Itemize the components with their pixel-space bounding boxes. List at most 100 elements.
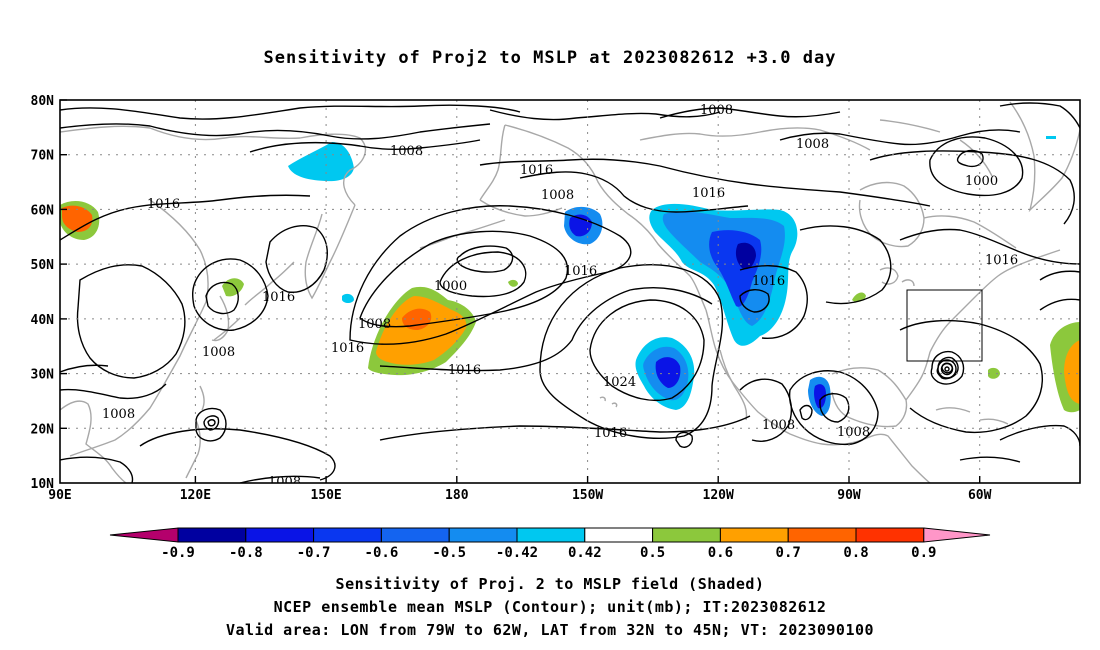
coastline-us-east [929, 249, 1061, 353]
contour-1008-north [659, 107, 841, 119]
shade-blue-bering [342, 293, 354, 303]
lat-label: 60N [31, 203, 55, 218]
contour-atlantic-hurricane [930, 350, 965, 385]
coastline-north-america-west [705, 309, 823, 445]
coastline-hudson [858, 181, 925, 248]
colorbar: -0.9 -0.8 -0.7 -0.6 -0.5 -0.42 0.42 0.5 … [109, 527, 991, 561]
contour-1016-e-inner [739, 289, 770, 313]
contour-1000-ne-inner [956, 149, 984, 168]
colorbar-min-triangle [109, 527, 179, 543]
contour-label: 1008 [202, 345, 235, 360]
coastline-baja [719, 349, 748, 421]
contour-label: 1008 [541, 188, 574, 203]
contour-1016-ena [899, 228, 1080, 265]
contour-asia-south-1008 [60, 364, 167, 400]
map-panel: 1008 1008 1008 1016 1008 1016 1000 1016 … [60, 100, 1080, 490]
contour-label: 1008 [796, 137, 829, 152]
contour-label: 1016 [752, 274, 785, 289]
coastline-taiwan-philippines [185, 385, 205, 479]
contour-north-1 [60, 104, 521, 120]
lat-label: 20N [31, 422, 55, 437]
colorbar-labels: -0.9 -0.8 -0.7 -0.6 -0.5 -0.42 0.42 0.5 … [161, 545, 936, 561]
contour-asia-japan-1008 [205, 281, 239, 315]
contour-label: 1000 [434, 279, 467, 294]
lon-label: 120E [180, 488, 211, 503]
lon-label: 60W [968, 488, 992, 503]
lat-labels: 80N 70N 60N 50N 40N 30N 20N 10N [31, 94, 55, 492]
colorbar-bin [855, 527, 925, 543]
colorbar-bin [652, 527, 721, 543]
caption-contour: NCEP ensemble mean MSLP (Contour); unit(… [273, 598, 827, 616]
coastline-central-america [821, 433, 931, 483]
contour-label: 1008 [700, 103, 733, 118]
hurricane-ring-outer [937, 359, 957, 379]
contour-1016-nc [479, 158, 931, 207]
lon-label: 120W [703, 488, 734, 503]
contour-label: 1016 [564, 264, 597, 279]
contour-aleutian-1016 [349, 205, 632, 345]
map-title: Sensitivity of Proj2 to MSLP at 20230826… [263, 48, 837, 68]
colorbar-label: -0.9 [161, 545, 195, 561]
lat-label: 80N [31, 94, 55, 109]
contour-typhoon-inner [203, 415, 220, 431]
lon-label: 90W [837, 488, 861, 503]
contour-aleutian-1008 [359, 230, 569, 328]
colorbar-max-triangle [923, 527, 991, 543]
caption-valid-area: Valid area: LON from 79W to 62W, LAT fro… [225, 621, 875, 639]
hurricane-ring-mid [940, 362, 954, 376]
contour-atlantic-se [959, 424, 1080, 463]
contour-1008-gulf [788, 370, 879, 446]
contour-label: 1016 [594, 426, 627, 441]
coastline-east-asia [69, 199, 209, 457]
shade-mexico-blue-core [814, 384, 826, 409]
coastline-arctic-canada [639, 119, 993, 177]
colorbar-label: 0.5 [640, 545, 665, 561]
contour-subtropical-high-1016 [539, 264, 724, 439]
lon-labels: 90E 120E 150E 180 150W 120W 90W 60W [48, 488, 991, 503]
contour-1016-e [739, 265, 808, 339]
colorbar-label: 0.6 [708, 545, 733, 561]
coastline-korea [211, 295, 230, 342]
shade-aleutian-orange-core [376, 296, 467, 365]
shade-north-pacific-blue [288, 142, 354, 182]
contour-1008-nc [519, 171, 749, 213]
contour-east-edge [1039, 270, 1080, 311]
lat-label: 10N [31, 477, 55, 492]
contour-label: 1008 [837, 425, 870, 440]
contour-label: 1016 [262, 290, 295, 305]
colorbar-bin [245, 527, 315, 543]
contour-1008-mx [739, 378, 793, 442]
contour-1016-wp [60, 194, 311, 241]
mslp-contours [60, 102, 1080, 483]
hurricane-ring-inner [944, 366, 950, 372]
contour-north-2 [60, 123, 491, 140]
lat-label: 50N [31, 258, 55, 273]
contour-asia-mid [76, 264, 186, 379]
coastlines [60, 101, 1080, 483]
contour-1016-canada-east [799, 225, 892, 305]
contour-aleutian-low-1000 [439, 251, 527, 298]
contour-mx-small [799, 404, 813, 421]
contour-1008-ne [779, 129, 1021, 146]
colorbar-label: 0.9 [911, 545, 936, 561]
coastline-gulf-mexico [831, 367, 908, 428]
shade-green-greatlakes [852, 292, 866, 303]
coastline-greenland [1009, 101, 1080, 213]
contour-label: 1008 [390, 144, 423, 159]
contour-label: 1016 [147, 197, 180, 212]
shade-blue-arctic [1046, 136, 1056, 139]
shade-green-atlantic [988, 367, 1000, 379]
contour-labels: 1008 1008 1008 1016 1008 1016 1000 1016 … [102, 103, 1018, 490]
contour-label: 1016 [985, 253, 1018, 268]
shade-east-edge-orange-core [1064, 340, 1080, 404]
contour-label: 1016 [448, 363, 481, 378]
lon-label: 150E [310, 488, 341, 503]
lat-label: 30N [31, 368, 55, 383]
colorbar-label: -0.8 [229, 545, 263, 561]
colorbar-bin [448, 527, 518, 543]
contour-label: 1008 [268, 475, 301, 490]
contour-hawaii-small [675, 431, 694, 448]
contour-ne-outer [869, 150, 1075, 225]
lon-label: 90E [48, 488, 71, 503]
colorbar-label: 0.7 [776, 545, 801, 561]
